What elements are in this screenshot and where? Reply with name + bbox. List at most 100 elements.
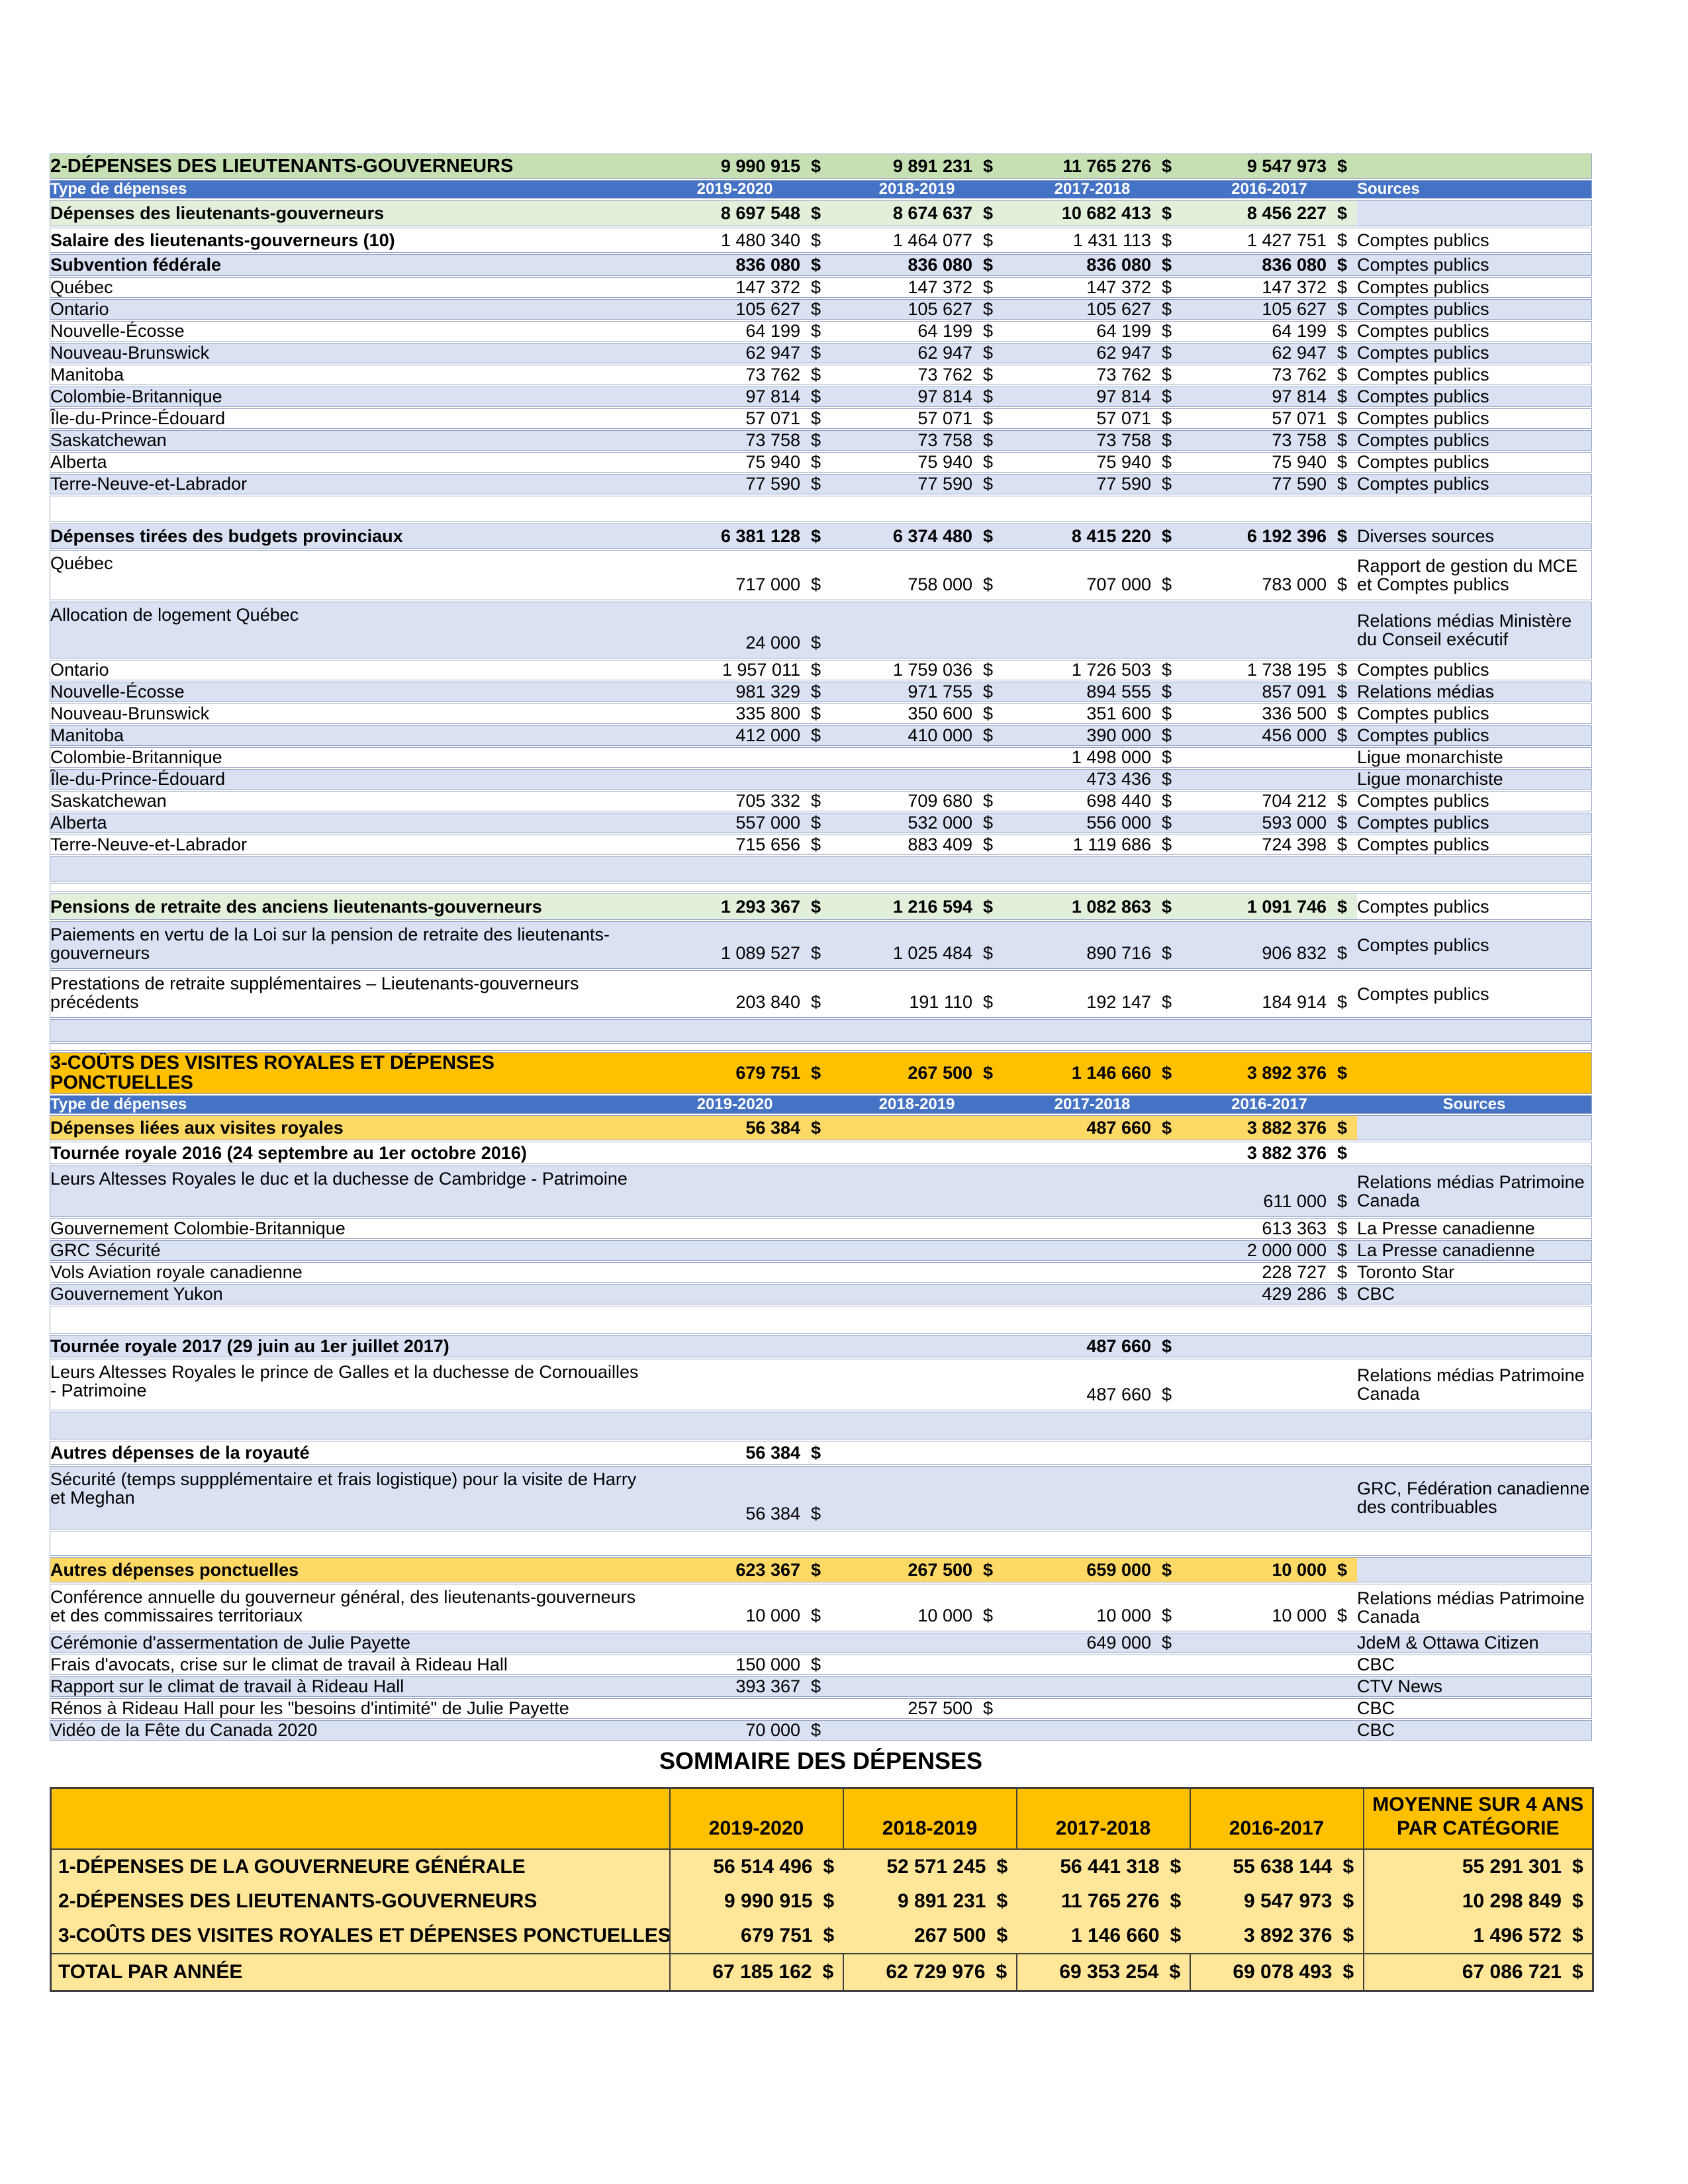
currency-symbol: $: [1337, 525, 1348, 546]
value-cell-year-2: 8 415 220 $: [1003, 523, 1182, 549]
amount: 62 729 976: [886, 1960, 986, 1983]
value-cell-year-3: 456 000 $: [1182, 725, 1357, 746]
currency-symbol: $: [1162, 574, 1172, 594]
amount: 981 329: [735, 682, 800, 702]
value-cell-year-1: 57 071 $: [831, 408, 1003, 429]
amount: 9 990 915: [724, 1889, 813, 1912]
amount: 3 892 376: [1244, 1924, 1333, 1946]
row-label: Île-du-Prince-Édouard: [50, 769, 639, 790]
amount: 1 082 863: [1071, 896, 1151, 917]
value-cell-year-0: 150 000 $: [639, 1654, 831, 1675]
amount: 97 814: [1096, 387, 1151, 407]
amount: 1 427 751: [1246, 230, 1327, 250]
summary-value-col-2: 56 441 318 $: [1016, 1848, 1190, 1884]
currency-symbol: $: [1162, 299, 1172, 320]
row-label: Manitoba: [50, 365, 639, 385]
summary-value-col-0: 679 751 $: [669, 1918, 843, 1954]
amount: 8 697 548: [720, 203, 800, 223]
table-row: Manitoba 73 762 $73 762 $73 762 $73 762 $ Comp…: [50, 365, 1592, 385]
summary-row: 1-DÉPENSES DE LA GOUVERNEURE GÉNÉRALE 56 …: [50, 1848, 1593, 1884]
amount: 64 199: [1272, 321, 1327, 341]
table-row: Colombie-Britannique 97 814 $97 814 $97 814…: [50, 387, 1592, 407]
currency-symbol: $: [1337, 791, 1348, 811]
summary-value-col-4: 10 298 849 $: [1363, 1884, 1593, 1919]
currency-symbol: $: [811, 1063, 821, 1083]
value-cell-year-2: 73 762 $: [1003, 365, 1182, 385]
amount: 62 947: [917, 343, 972, 363]
value-cell-year-0: [639, 1165, 831, 1217]
row-label: Type de dépenses: [50, 180, 639, 199]
currency-symbol: $: [811, 1117, 821, 1138]
value-cell-year-0: 335 800 $: [639, 704, 831, 724]
currency-symbol: $: [983, 1605, 994, 1625]
value-cell-year-0: 717 000 $: [639, 550, 831, 600]
source-cell: Comptes publics: [1357, 254, 1592, 276]
amount: 659 000: [1086, 1559, 1151, 1580]
row-label: Québec: [50, 277, 639, 298]
value-cell-year-1: 758 000 $: [831, 550, 1003, 600]
row-label: Terre-Neuve-et-Labrador: [50, 474, 639, 494]
currency-symbol: $: [811, 574, 821, 594]
currency-symbol: $: [1337, 813, 1348, 833]
currency-symbol: $: [811, 255, 821, 275]
value-cell-year-3: 429 286 $: [1182, 1283, 1357, 1304]
value-cell-year-3: 783 000 $: [1182, 550, 1357, 600]
currency-symbol: $: [1162, 1633, 1172, 1653]
source-cell: La Presse canadienne: [1357, 1240, 1592, 1261]
value-cell-year-1: 1 025 484 $: [831, 921, 1003, 969]
table-row: Type de dépenses 2019-2020 2018-2019 2017-2…: [50, 180, 1592, 199]
source-cell: La Presse canadienne: [1357, 1218, 1592, 1239]
summary-value-col-1: 267 500 $: [843, 1918, 1017, 1954]
currency-symbol: $: [1337, 1262, 1348, 1283]
value-cell-year-3: 3 892 376 $: [1182, 1052, 1357, 1094]
source-cell: [1357, 1141, 1592, 1164]
amount: 429 286: [1262, 1284, 1327, 1304]
currency-symbol: $: [1162, 835, 1172, 855]
amount: 717 000: [735, 574, 800, 594]
source-cell: [1357, 1334, 1592, 1357]
row-label: Ontario: [50, 660, 639, 680]
currency-symbol: $: [1337, 896, 1348, 917]
value-cell-year-0: [639, 747, 831, 768]
value-cell-year-3: 613 363 $: [1182, 1218, 1357, 1239]
amount: 67 185 162: [712, 1960, 812, 1983]
currency-symbol: $: [1337, 1117, 1348, 1138]
source-cell: Comptes publics: [1357, 725, 1592, 746]
summary-total-row: TOTAL PAR ANNÉE 67 185 162 $62 729 976 $69 …: [50, 1952, 1594, 1991]
spacer-cell: [50, 1305, 1592, 1334]
amount: 77 590: [1272, 474, 1327, 494]
currency-symbol: $: [1337, 230, 1348, 250]
currency-symbol: $: [1162, 1559, 1172, 1580]
amount: 57 071: [1096, 408, 1151, 429]
row-label: Pensions de retraite des anciens lieuten…: [50, 893, 639, 920]
amount: 758 000: [908, 574, 972, 594]
currency-symbol: $: [811, 725, 821, 746]
value-cell-year-1: 62 947 $: [831, 343, 1003, 363]
amount: 147 372: [1262, 277, 1327, 298]
table-row: Rapport sur le climat de travail à Ridea…: [50, 1676, 1592, 1697]
amount: 532 000: [908, 813, 972, 833]
amount: 73 762: [1272, 365, 1327, 385]
amount: 56 384: [745, 1503, 800, 1524]
currency-symbol: $: [1162, 991, 1172, 1012]
currency-symbol: $: [811, 230, 821, 250]
row-label: Alberta: [50, 813, 639, 833]
value-cell-year-3: 73 762 $: [1182, 365, 1357, 385]
currency-symbol: $: [1162, 343, 1172, 363]
value-cell-year-3: [1182, 1440, 1357, 1465]
value-cell-year-1: [831, 1261, 1003, 1283]
currency-symbol: $: [983, 660, 994, 680]
table-row: Tournée royale 2017 (29 juin au 1er juil…: [50, 1334, 1592, 1357]
row-label: Prestations de retraite supplémentaires …: [50, 970, 639, 1018]
currency-symbol: $: [1337, 277, 1348, 298]
source-cell: Ligue monarchiste: [1357, 769, 1592, 790]
summary-table: 2019-2020 2018-2019 2017-2018 2016-2017 MOYE…: [50, 1787, 1594, 1992]
amount: 704 212: [1262, 791, 1327, 811]
row-label: Salaire des lieutenants-gouverneurs (10): [50, 228, 639, 253]
source-cell: [1357, 1115, 1592, 1140]
amount: 724 398: [1262, 835, 1327, 855]
value-cell-year-0: [639, 1334, 831, 1357]
value-cell-year-1: [831, 1719, 1003, 1741]
value-cell-year-2: [1003, 1218, 1182, 1239]
value-cell-year-3: [1182, 769, 1357, 790]
